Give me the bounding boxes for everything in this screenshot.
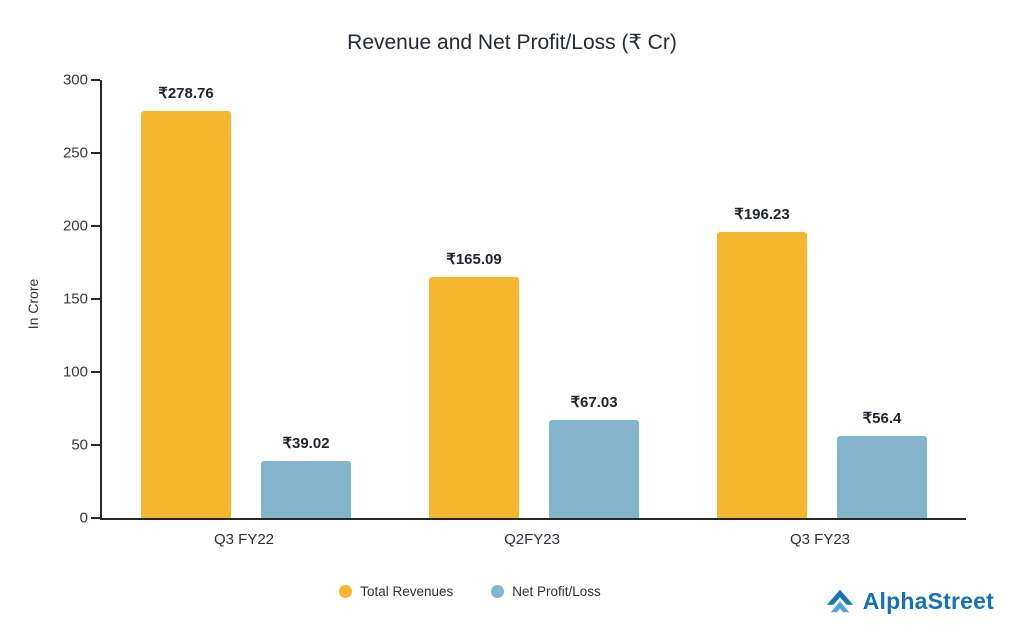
bar-group: ₹278.76 ₹39.02 (102, 80, 390, 518)
plot-area: ₹278.76 ₹39.02 ₹165.09 ₹67.03 ₹196.23 ₹56.4 0… (63, 72, 966, 527)
bar-value-label: ₹39.02 (282, 435, 330, 453)
bar-total-revenues: ₹165.09 (429, 251, 519, 518)
y-tick-label: 50 (71, 436, 88, 454)
alphastreet-logo-icon (826, 589, 853, 613)
chart-legend: Total Revenues Net Profit/Loss (0, 584, 940, 599)
bar-rect (717, 231, 807, 518)
y-tick-mark (91, 444, 100, 447)
bar-value-label: ₹165.09 (446, 250, 502, 268)
bar-rect (429, 276, 519, 518)
y-tick-label: 100 (62, 363, 88, 381)
y-axis-title: In Crore (25, 278, 41, 330)
bar-rect (261, 461, 351, 518)
legend-swatch-icon (339, 585, 353, 598)
bar-value-label: ₹196.23 (734, 205, 790, 223)
bar-rect (837, 435, 927, 518)
y-tick-label: 250 (62, 144, 88, 162)
bar-total-revenues: ₹196.23 (717, 206, 807, 518)
legend-label: Total Revenues (360, 584, 454, 599)
x-tick-label: Q3 FY22 (213, 531, 275, 548)
y-tick-mark (91, 517, 100, 519)
y-tick-mark (91, 371, 100, 374)
legend-item: Net Profit/Loss (491, 584, 601, 599)
bar-value-label: ₹278.76 (158, 85, 214, 103)
x-axis-labels: Q3 FY22 Q2FY23 Q3 FY23 (100, 531, 964, 548)
bar-group: ₹196.23 ₹56.4 (678, 80, 966, 518)
y-tick-mark (91, 152, 100, 154)
bar-net-profit-loss: ₹67.03 (549, 394, 639, 518)
y-tick-mark (91, 79, 100, 81)
bar-rect (141, 111, 231, 518)
brand-logo: AlphaStreet (825, 586, 994, 616)
y-tick-label: 300 (62, 71, 88, 89)
y-tick-mark (91, 298, 100, 300)
brand-logo-text: AlphaStreet (862, 587, 994, 614)
bar-total-revenues: ₹278.76 (141, 85, 231, 518)
bar-value-label: ₹56.4 (862, 409, 902, 427)
y-tick-mark (91, 225, 100, 228)
bar-rect (549, 420, 639, 518)
x-tick-label: Q2FY23 (504, 531, 560, 548)
legend-item: Total Revenues (339, 584, 453, 599)
y-tick-label: 150 (62, 290, 88, 308)
legend-label: Net Profit/Loss (512, 584, 601, 599)
y-tick-label: 0 (79, 509, 88, 527)
bar-net-profit-loss: ₹39.02 (261, 435, 351, 518)
bar-value-label: ₹67.03 (570, 394, 618, 412)
x-tick-label: Q3 FY23 (789, 531, 851, 548)
y-tick-label: 200 (62, 217, 88, 235)
legend-swatch-icon (491, 585, 505, 598)
bar-net-profit-loss: ₹56.4 (837, 410, 927, 518)
chart-title: Revenue and Net Profit/Loss (₹ Cr) (347, 31, 677, 54)
bar-groups: ₹278.76 ₹39.02 ₹165.09 ₹67.03 ₹196.23 ₹56.4 (102, 80, 966, 518)
bar-group: ₹165.09 ₹67.03 (390, 80, 678, 518)
